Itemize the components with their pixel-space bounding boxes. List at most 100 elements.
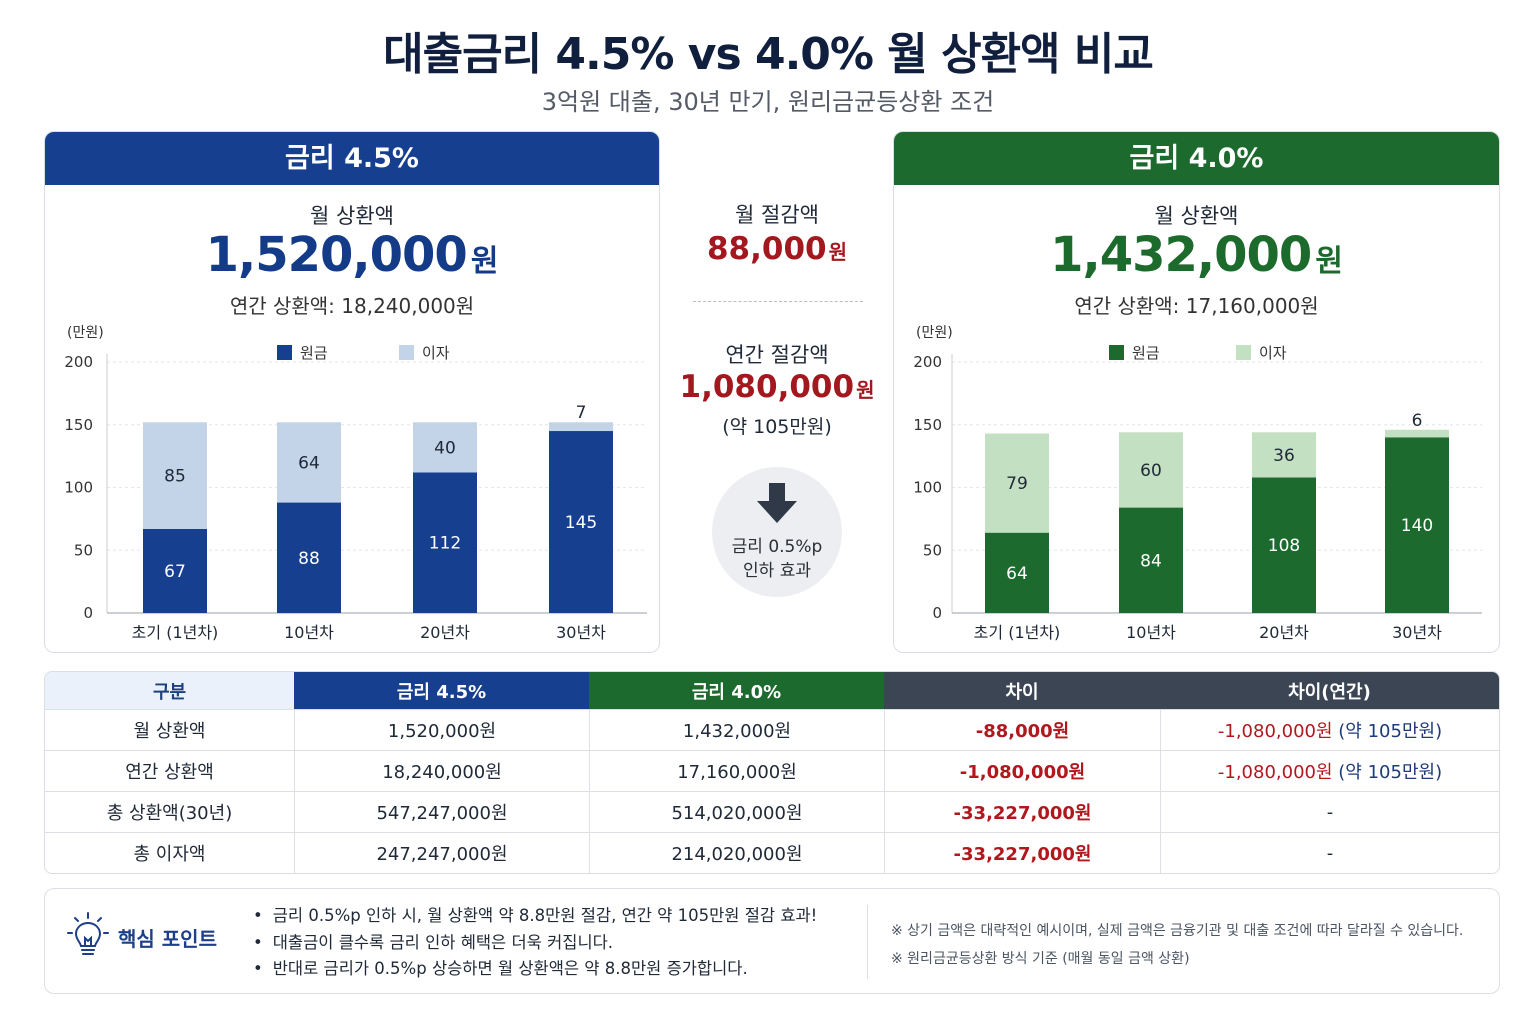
cell-rate-45: 1,520,000원 [294, 709, 589, 750]
bar-interest [413, 422, 477, 473]
x-tick-label: 10년차 [1126, 623, 1176, 642]
annual-diff-note: - [1326, 842, 1334, 864]
table-header-row: 구분 금리 4.5% 금리 4.0% 차이 차이(연간) [45, 672, 1499, 709]
effect-line-2: 인하 효과 [743, 561, 811, 581]
data-label: 7 [576, 403, 587, 423]
page-subtitle: 3억원 대출, 30년 만기, 원리금균등상환 조건 [541, 88, 995, 116]
y-tick-label: 50 [923, 541, 942, 559]
cell-rate-40: 1,432,000원 [589, 709, 884, 750]
header-difference: 차이 [884, 672, 1160, 709]
data-label: 145 [565, 513, 597, 533]
bar-interest [143, 422, 207, 529]
y-tick-label: 100 [913, 479, 942, 497]
monthly-saving-unit: 원 [828, 240, 848, 264]
annual-saving-label: 연간 절감액 [725, 343, 829, 367]
rate-45-amount-number: 1,520,000 [205, 227, 468, 283]
data-label: 112 [429, 534, 461, 554]
cell-rate-40: 17,160,000원 [589, 750, 884, 791]
annual-saving-number: 1,080,000 [679, 369, 855, 405]
annual-diff-value: -1,080,000원 [1217, 721, 1333, 742]
header-category: 구분 [45, 672, 294, 709]
x-tick-label: 30년차 [1392, 623, 1442, 642]
page-title: 대출금리 4.5% vs 4.0% 월 상환액 비교 [383, 29, 1154, 80]
bar-principal [143, 528, 207, 613]
bar-principal [1385, 437, 1449, 613]
bar-principal [277, 502, 341, 613]
disclaimer-notes: ※ 상기 금액은 대략적인 예시이며, 실제 금액은 금융기관 및 대출 조건에… [891, 917, 1463, 973]
legend-swatch [1236, 345, 1251, 360]
rate-40-header: 금리 4.0% [894, 132, 1499, 185]
rate-45-monthly-label: 월 상환액 [310, 204, 394, 228]
y-tick-label: 150 [64, 416, 93, 434]
divider [867, 905, 868, 979]
cell-annual-difference: -1,080,000원 (약 105만원) [1160, 750, 1499, 791]
data-label: 88 [298, 549, 320, 569]
unit-label: (만원) [916, 325, 953, 341]
effect-line-1: 금리 0.5%p [731, 537, 823, 557]
y-tick-label: 0 [932, 604, 942, 622]
row-label: 월 상환액 [45, 709, 294, 750]
x-tick-label: 20년차 [420, 623, 470, 642]
y-tick-label: 100 [64, 479, 93, 497]
data-label: 60 [1140, 461, 1162, 481]
rate-40-chart: (만원) 0 50 100 150 200 원금 이자 64 79 초기 (1년차) 84 60 10년차… [913, 325, 1482, 642]
bar-principal [413, 472, 477, 613]
y-tick-label: 200 [64, 353, 93, 371]
y-tick-label: 0 [83, 604, 93, 622]
monthly-saving-number: 88,000 [706, 231, 827, 267]
data-label: 6 [1412, 411, 1423, 431]
cell-rate-45: 18,240,000원 [294, 750, 589, 791]
y-tick-label: 150 [913, 416, 942, 434]
table-row: 총 이자액 247,247,000원 214,020,000원 -33,227,… [45, 832, 1499, 873]
rate-40-annual: 연간 상환액: 17,160,000원 [1074, 294, 1319, 318]
rate-40-monthly-amount: 1,432,000 원 [894, 227, 1499, 283]
monthly-saving-value: 88,000 원 [666, 231, 888, 267]
bar-principal [1252, 477, 1316, 613]
annual-saving-value: 1,080,000 원 [666, 369, 888, 405]
y-tick-label: 200 [913, 353, 942, 371]
rate-40-amount-number: 1,432,000 [1050, 227, 1312, 283]
annual-diff-note: (약 105만원) [1332, 721, 1443, 742]
header-rate-40: 금리 4.0% [589, 672, 884, 709]
rate-40-amount-unit: 원 [1315, 244, 1343, 279]
cell-annual-difference: -1,080,000원 (약 105만원) [1160, 709, 1499, 750]
data-label: 64 [1006, 564, 1028, 584]
cell-rate-40: 514,020,000원 [589, 791, 884, 832]
cell-difference: -88,000원 [884, 709, 1160, 750]
header-rate-45: 금리 4.5% [294, 672, 589, 709]
data-label: 84 [1140, 551, 1162, 571]
key-points-box: 핵심 포인트 금리 0.5%p 인하 시, 월 상환액 약 8.8만원 절감, … [44, 888, 1500, 994]
monthly-saving-label: 월 절감액 [735, 203, 819, 227]
cell-annual-difference: - [1160, 791, 1499, 832]
table-row: 월 상환액 1,520,000원 1,432,000원 -88,000원 -1,… [45, 709, 1499, 750]
rate-cut-effect-text: 금리 0.5%p 인하 효과 [712, 535, 842, 583]
bar-interest [1385, 429, 1449, 438]
data-label: 140 [1401, 516, 1433, 536]
cell-difference: -1,080,000원 [884, 750, 1160, 791]
table-row: 연간 상환액 18,240,000원 17,160,000원 -1,080,00… [45, 750, 1499, 791]
legend-swatch [277, 345, 292, 360]
legend-label: 원금 [300, 344, 328, 362]
data-label: 108 [1268, 536, 1300, 556]
row-label: 총 이자액 [45, 832, 294, 873]
bar-interest [985, 433, 1049, 533]
rate-45-panel: 금리 4.5% 월 상환액 1,520,000 원 연간 상환액: 18,240,… [44, 131, 660, 653]
cell-difference: -33,227,000원 [884, 791, 1160, 832]
cell-annual-difference: - [1160, 832, 1499, 873]
bar-interest [277, 422, 341, 503]
bar-interest [1119, 432, 1183, 508]
rate-45-amount-unit: 원 [470, 244, 499, 279]
lightbulb-icon [67, 912, 109, 955]
legend-label: 이자 [1259, 344, 1287, 362]
row-label: 총 상환액(30년) [45, 791, 294, 832]
annual-saving-unit: 원 [856, 378, 875, 402]
annual-saving-note: (약 105만원) [722, 416, 832, 438]
rate-45-monthly-amount: 1,520,000 원 [45, 227, 659, 283]
list-item: 대출금이 클수록 금리 인하 혜택은 더욱 커집니다. [253, 930, 817, 957]
rate-45-chart: (만원) 0 50 100 150 200 원금 이자 67 85 초기 (1년차) 88 64 10년차… [64, 325, 647, 642]
cell-rate-45: 547,247,000원 [294, 791, 589, 832]
rate-45-header: 금리 4.5% [45, 132, 659, 185]
cell-rate-40: 214,020,000원 [589, 832, 884, 873]
row-label: 연간 상환액 [45, 750, 294, 791]
rate-40-panel: 금리 4.0% 월 상환액 1,432,000 원 연간 상환액: 17,160,… [893, 131, 1500, 653]
